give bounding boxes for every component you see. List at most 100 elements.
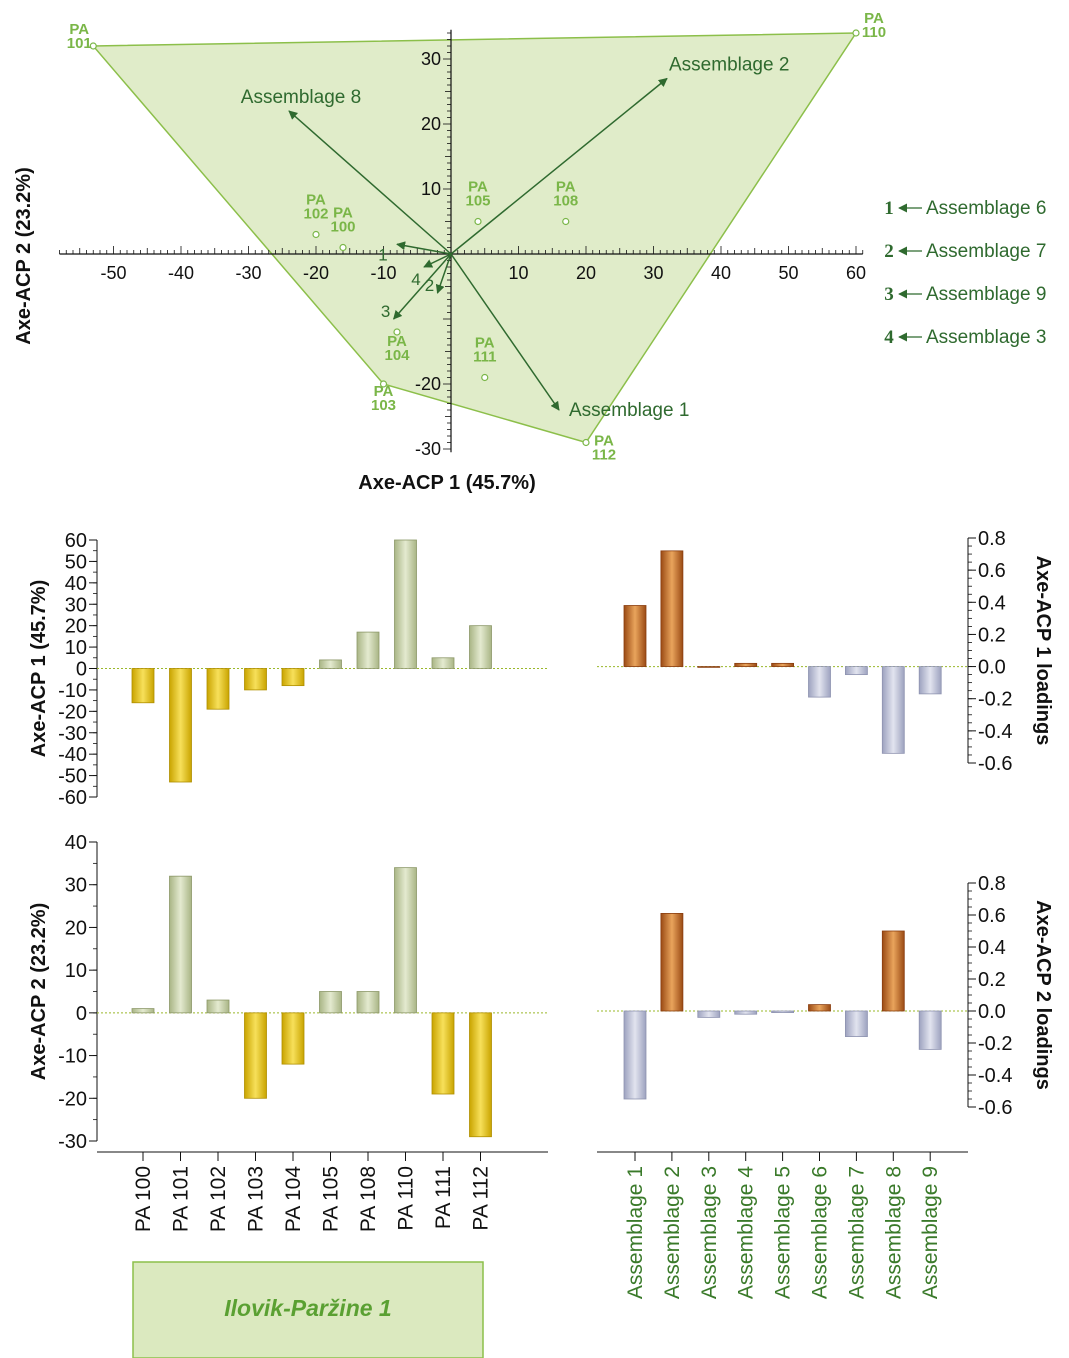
value-tick-label: -0.2	[978, 1033, 1012, 1055]
category-label: Assemblage 6	[809, 1166, 832, 1299]
y-tick-label: 20	[421, 114, 441, 134]
x-tick-label: 10	[508, 263, 528, 283]
bar	[660, 550, 684, 667]
site-point	[339, 243, 347, 252]
site-point-label: PA	[475, 335, 495, 352]
site-point-label: PA	[69, 21, 89, 38]
value-tick-label: -10	[58, 680, 87, 702]
value-tick-label: -0.2	[978, 689, 1012, 711]
bar	[206, 668, 230, 710]
bar	[206, 999, 230, 1014]
site-point-label: 110	[862, 24, 886, 41]
site-label: Ilovik-Paržine 1	[224, 1295, 391, 1321]
site-point-label: PA	[594, 433, 614, 450]
x-tick-label: -40	[168, 263, 194, 283]
value-tick-label: 20	[65, 616, 87, 638]
site-point	[481, 373, 489, 382]
value-tick-label: -0.6	[978, 753, 1012, 775]
category-label: PA 103	[245, 1166, 268, 1232]
value-axis-title: Axe-ACP 1 (45.7%)	[28, 580, 50, 757]
site-point	[852, 29, 860, 37]
category-label: PA 104	[282, 1166, 305, 1232]
y-tick-label: -30	[415, 439, 441, 459]
loading-vector	[450, 77, 668, 255]
bar	[131, 668, 155, 704]
legend-label: Assemblage 3	[926, 327, 1046, 348]
value-tick-label: -40	[58, 744, 87, 766]
value-tick-label: 40	[65, 832, 87, 854]
bar	[394, 539, 417, 669]
bar	[881, 666, 905, 754]
category-label: Assemblage 3	[698, 1166, 721, 1299]
axis2-loadings-bar-chart: 0.8 0.6 0.4 0.2 0.0 -0.2 -0.4 -0.6 Axe-ACP 2 loa…	[597, 873, 1054, 1119]
site-point-label: 102	[303, 206, 328, 223]
category-label: Assemblage 8	[882, 1166, 905, 1299]
bar	[697, 666, 721, 668]
value-tick-label: 0	[76, 1003, 87, 1025]
vector-label: Assemblage 1	[569, 400, 689, 421]
legend-number: 1	[884, 198, 894, 219]
x-tick-label: 30	[643, 263, 663, 283]
x-tick-label: 50	[778, 263, 798, 283]
bar	[808, 666, 831, 698]
category-label: PA 112	[470, 1166, 493, 1231]
value-tick-label: -20	[58, 701, 87, 723]
value-tick-label: -30	[58, 1131, 87, 1153]
bar	[431, 657, 455, 669]
value-tick-label: -0.4	[978, 721, 1012, 743]
bar	[771, 1010, 794, 1014]
loading-vector	[435, 253, 452, 294]
site-point-label: 100	[330, 219, 355, 236]
axis2-scores-bar-chart: 40 30 20 10 0 -10 -20 -30 Axe-ACP 2 (23.2%)	[28, 832, 548, 1153]
site-point-label: 108	[553, 193, 578, 210]
value-tick-label: 0.8	[978, 873, 1006, 895]
loading-vector	[393, 253, 452, 320]
y-axis-title: Axe-ACP 2 (23.2%)	[13, 167, 35, 344]
category-label: Assemblage 2	[661, 1166, 684, 1299]
bar	[244, 1012, 267, 1099]
pca-biplot: -50 -40 -30 -20 -10 10 20 30 40 50 60 -30 -20 10 20 30 A…	[13, 10, 1046, 494]
bar	[845, 1010, 868, 1038]
site-point-label: 101	[67, 35, 92, 52]
bar	[808, 1004, 831, 1012]
category-label: PA 100	[132, 1166, 155, 1232]
value-tick-label: 0.2	[978, 969, 1006, 991]
loading-vector	[450, 253, 560, 411]
value-tick-label: -10	[58, 1046, 87, 1068]
value-tick-label: 0.6	[978, 905, 1006, 927]
bar	[918, 666, 942, 695]
bar	[771, 662, 794, 667]
bar	[356, 631, 380, 669]
bar	[281, 668, 305, 687]
site-point-label: PA	[374, 383, 394, 400]
category-label: PA 108	[357, 1166, 380, 1232]
value-tick-label: 0.4	[978, 937, 1006, 959]
bar	[918, 1010, 942, 1050]
bar	[623, 1010, 647, 1100]
axis1-loadings-bar-chart: 0.8 0.6 0.4 0.2 0.0 -0.2 -0.4 -0.6 Axe-ACP 1 loa…	[597, 528, 1054, 775]
legend-label: Assemblage 6	[926, 198, 1046, 219]
value-tick-label: 10	[65, 960, 87, 982]
site-point-label: PA	[306, 192, 326, 209]
bar	[319, 659, 342, 669]
site-point	[582, 438, 590, 447]
legend-number: 3	[884, 284, 894, 305]
value-tick-label: -30	[58, 723, 87, 745]
bar	[469, 1012, 492, 1138]
vector-label: Assemblage 8	[241, 87, 361, 108]
legend-label: Assemblage 9	[926, 284, 1046, 305]
bar	[319, 991, 342, 1014]
category-label: Assemblage 1	[624, 1166, 647, 1299]
convex-hull	[91, 32, 858, 444]
value-tick-label: -0.6	[978, 1097, 1012, 1119]
bar	[881, 930, 905, 1012]
site-point	[393, 328, 401, 336]
bar	[623, 605, 647, 667]
bar	[244, 668, 267, 691]
site-point-label: PA	[387, 333, 407, 350]
value-tick-label: 0	[76, 659, 87, 681]
legend-label: Assemblage 7	[926, 241, 1046, 262]
site-point	[312, 230, 320, 239]
